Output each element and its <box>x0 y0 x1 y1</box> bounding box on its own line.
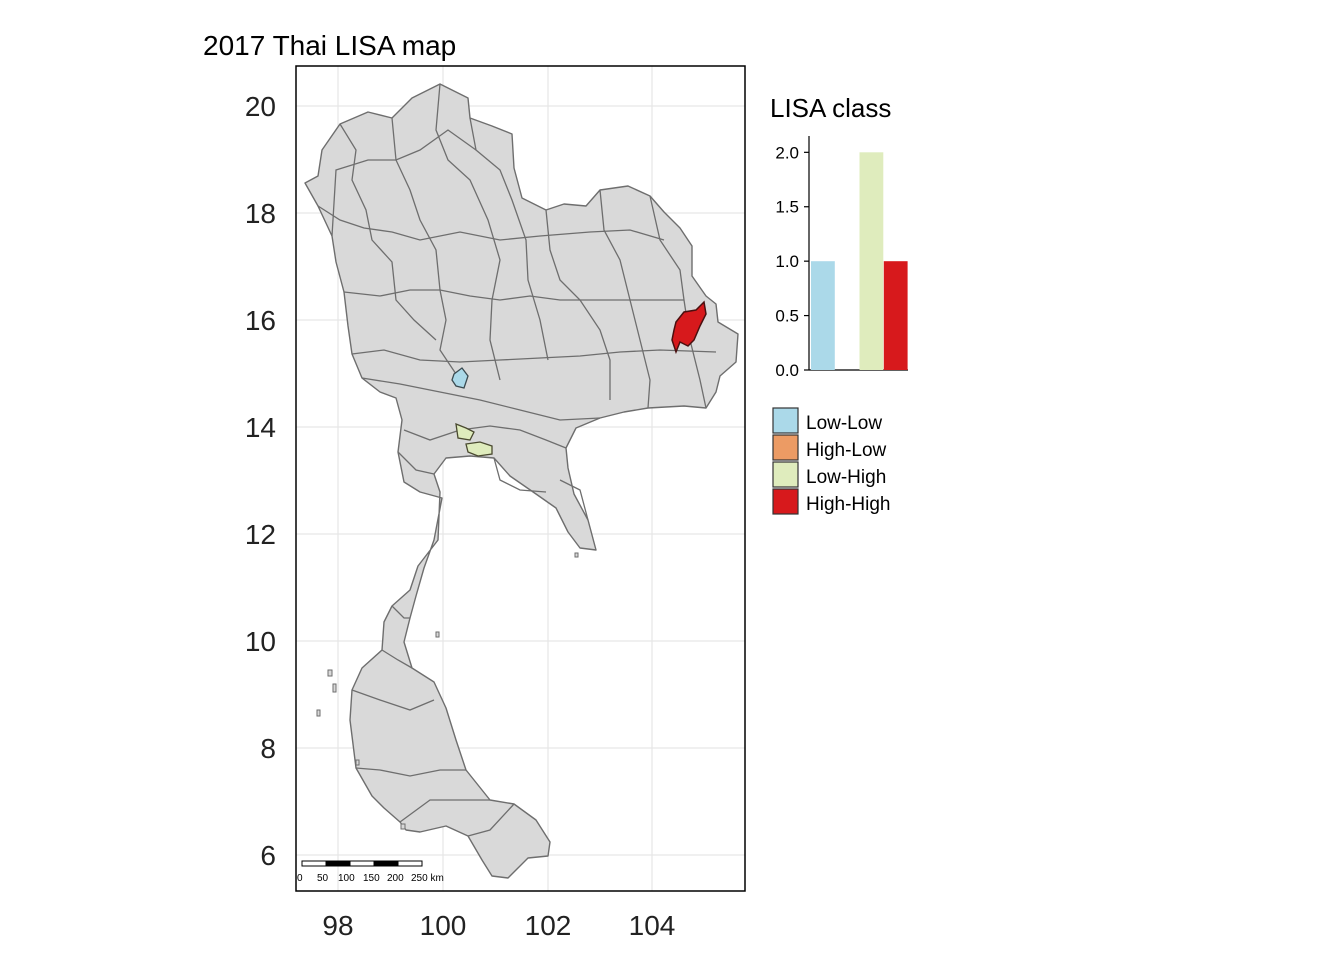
x-tick-label: 100 <box>420 910 467 941</box>
highlight-low-high-region-a <box>455 422 475 441</box>
legend-swatch-high-high <box>772 488 799 515</box>
inset-y-tick-label: 0.0 <box>775 361 799 380</box>
scale-label-250-km: 250 km <box>411 873 444 884</box>
x-tick-label: 98 <box>322 910 353 941</box>
legend-label-high-high: High-High <box>806 494 890 515</box>
y-tick-label: 6 <box>260 840 276 871</box>
y-tick-label: 18 <box>245 198 276 229</box>
province-boundaries <box>317 83 717 837</box>
legend-swatch-low-high <box>772 461 799 488</box>
highlight-low-low-region <box>451 367 469 389</box>
inset-bar-low-low <box>811 261 835 370</box>
y-tick-label: 20 <box>245 91 276 122</box>
y-tick-label: 8 <box>260 733 276 764</box>
y-tick-label: 10 <box>245 626 276 657</box>
inset-y-tick-label: 2.0 <box>775 143 799 162</box>
inset-bar-low-high <box>859 152 884 370</box>
x-tick-label: 102 <box>525 910 572 941</box>
scale-label-200: 200 <box>387 873 404 884</box>
scale-label-50: 50 <box>317 873 329 884</box>
y-tick-label: 12 <box>245 519 276 550</box>
x-tick-label: 104 <box>629 910 676 941</box>
legend-label-low-high: Low-High <box>806 467 886 488</box>
inset-bar-chart: 2.0 1.5 1.0 0.5 0.0 <box>775 136 908 380</box>
highlight-high-high-region <box>671 300 707 355</box>
islands <box>316 552 579 830</box>
y-tick-label: 14 <box>245 412 276 443</box>
scale-bar: 0 50 100 150 200 250 km <box>297 860 444 884</box>
y-tick-label: 16 <box>245 305 276 336</box>
inset-y-tick-label: 1.5 <box>775 198 799 217</box>
x-axis: 98 100 102 104 <box>322 910 675 941</box>
map-panel: 0 50 100 150 200 250 km <box>295 65 746 892</box>
legend-swatch-high-low <box>772 434 799 461</box>
highlight-low-high-region-b <box>465 441 493 457</box>
legend: Low-Low High-Low Low-High High-High <box>772 407 890 515</box>
inset-y-tick-label: 1.0 <box>775 252 799 271</box>
inset-bar-high-high <box>883 261 908 370</box>
map-title: 2017 Thai LISA map <box>203 30 456 61</box>
inset-y-tick-label: 0.5 <box>775 307 799 326</box>
legend-label-high-low: High-Low <box>806 440 887 461</box>
scale-label-100: 100 <box>338 873 355 884</box>
scale-label-0: 0 <box>297 873 303 884</box>
map-panel-border <box>295 65 746 892</box>
legend-swatch-low-low <box>772 407 799 434</box>
legend-title: LISA class <box>770 93 891 123</box>
y-axis: 20 18 16 14 12 10 8 6 <box>245 91 276 871</box>
scale-label-150: 150 <box>363 873 380 884</box>
legend-label-low-low: Low-Low <box>806 413 882 434</box>
